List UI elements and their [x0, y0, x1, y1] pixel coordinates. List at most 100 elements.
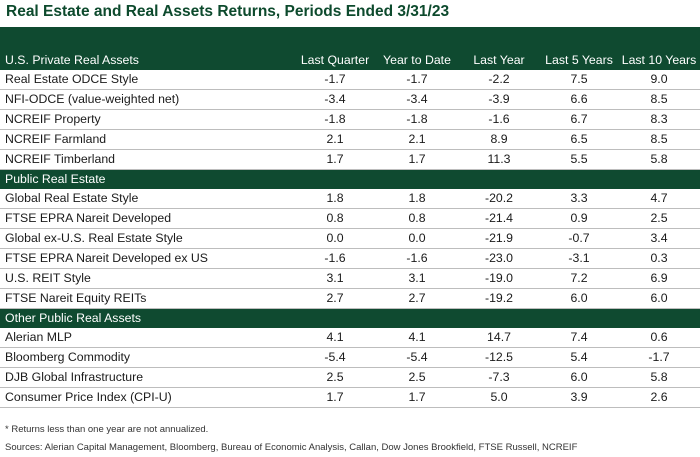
value-cell: 3.9 — [540, 387, 618, 408]
value-cell: -19.2 — [458, 288, 540, 309]
table-row: U.S. REIT Style 3.1 3.1 -19.0 7.2 6.9 — [0, 268, 700, 289]
value-cell: 1.8 — [376, 189, 458, 209]
header-band — [0, 27, 700, 51]
value-cell: 2.7 — [294, 288, 376, 309]
value-cell: -21.4 — [458, 208, 540, 229]
value-cell: -23.0 — [458, 248, 540, 269]
value-cell: -7.3 — [458, 367, 540, 388]
table-row: FTSE Nareit Equity REITs 2.7 2.7 -19.2 6.0 6.… — [0, 288, 700, 309]
returns-table: U.S. Private Real Assets Last Quarter Year… — [0, 51, 700, 408]
section-title: Other Public Real Assets — [0, 308, 294, 328]
value-cell: 7.2 — [540, 268, 618, 289]
value-cell: 0.0 — [294, 228, 376, 249]
row-label: Alerian MLP — [0, 328, 294, 348]
value-cell: 3.1 — [294, 268, 376, 289]
value-cell: 5.0 — [458, 387, 540, 408]
row-label: DJB Global Infrastructure — [0, 367, 294, 388]
value-cell: 6.9 — [618, 268, 700, 289]
value-cell: 2.5 — [618, 208, 700, 229]
value-cell: 6.5 — [540, 129, 618, 150]
value-cell: 1.7 — [294, 149, 376, 170]
value-cell: 0.8 — [376, 208, 458, 229]
value-cell: 0.0 — [376, 228, 458, 249]
row-label: U.S. REIT Style — [0, 268, 294, 289]
table-row: Bloomberg Commodity -5.4 -5.4 -12.5 5.4 -1.7 — [0, 347, 700, 368]
value-cell: 5.8 — [618, 149, 700, 170]
value-cell: 2.7 — [376, 288, 458, 309]
section-header-spacer — [540, 308, 618, 328]
value-cell: -1.6 — [294, 248, 376, 269]
value-cell: -1.8 — [294, 109, 376, 130]
value-cell: -12.5 — [458, 347, 540, 368]
table-row: Real Estate ODCE Style -1.7 -1.7 -2.2 7.5 9.0 — [0, 70, 700, 90]
value-cell: 8.5 — [618, 129, 700, 150]
section-header-spacer — [618, 308, 700, 328]
section-header-spacer — [618, 169, 700, 189]
table-row: DJB Global Infrastructure 2.5 2.5 -7.3 6.0 5.… — [0, 367, 700, 388]
row-label: NFI-ODCE (value-weighted net) — [0, 89, 294, 110]
value-cell: -3.4 — [294, 89, 376, 110]
row-label: Global Real Estate Style — [0, 189, 294, 209]
value-cell: 7.5 — [540, 70, 618, 90]
value-cell: 3.1 — [376, 268, 458, 289]
sources-note: Sources: Alerian Capital Management, Blo… — [5, 442, 578, 453]
section-title: Public Real Estate — [0, 169, 294, 189]
section-header: Other Public Real Assets — [0, 308, 700, 328]
table-row: FTSE EPRA Nareit Developed ex US -1.6 -1.6… — [0, 248, 700, 269]
table-row: FTSE EPRA Nareit Developed 0.8 0.8 -21.4 0.9… — [0, 208, 700, 229]
value-cell: 4.7 — [618, 189, 700, 209]
value-cell: 0.6 — [618, 328, 700, 348]
row-label: FTSE Nareit Equity REITs — [0, 288, 294, 309]
value-cell: 2.1 — [294, 129, 376, 150]
value-cell: -0.7 — [540, 228, 618, 249]
row-label: Real Estate ODCE Style — [0, 70, 294, 90]
value-cell: 3.3 — [540, 189, 618, 209]
value-cell: 9.0 — [618, 70, 700, 90]
value-cell: 1.8 — [294, 189, 376, 209]
row-label: NCREIF Farmland — [0, 129, 294, 150]
value-cell: 8.5 — [618, 89, 700, 110]
value-cell: 2.6 — [618, 387, 700, 408]
value-cell: 7.4 — [540, 328, 618, 348]
value-cell: -3.4 — [376, 89, 458, 110]
value-cell: -3.1 — [540, 248, 618, 269]
value-cell: 14.7 — [458, 328, 540, 348]
table-row: Global ex-U.S. Real Estate Style 0.0 0.0 -2… — [0, 228, 700, 249]
row-label: Consumer Price Index (CPI-U) — [0, 387, 294, 408]
value-cell: 6.6 — [540, 89, 618, 110]
table-row: Consumer Price Index (CPI-U) 1.7 1.7 5.0 3.9… — [0, 387, 700, 408]
table-row: Alerian MLP 4.1 4.1 14.7 7.4 0.6 — [0, 328, 700, 348]
section-header: Public Real Estate — [0, 169, 700, 189]
value-cell: 8.3 — [618, 109, 700, 130]
value-cell: 1.7 — [294, 387, 376, 408]
table-row: NFI-ODCE (value-weighted net) -3.4 -3.4 -3.… — [0, 89, 700, 110]
section-header: U.S. Private Real Assets Last Quarter Year… — [0, 51, 700, 70]
section-header-spacer — [458, 308, 540, 328]
value-cell: -19.0 — [458, 268, 540, 289]
column-header: Year to Date — [376, 51, 458, 70]
value-cell: -5.4 — [376, 347, 458, 368]
value-cell: -2.2 — [458, 70, 540, 90]
value-cell: -1.7 — [618, 347, 700, 368]
value-cell: 4.1 — [376, 328, 458, 348]
value-cell: 5.4 — [540, 347, 618, 368]
section-title: U.S. Private Real Assets — [0, 51, 294, 70]
row-label: NCREIF Property — [0, 109, 294, 130]
value-cell: -1.7 — [376, 70, 458, 90]
value-cell: -1.7 — [294, 70, 376, 90]
row-label: NCREIF Timberland — [0, 149, 294, 170]
value-cell: 1.7 — [376, 149, 458, 170]
value-cell: -5.4 — [294, 347, 376, 368]
row-label: Bloomberg Commodity — [0, 347, 294, 368]
value-cell: -1.8 — [376, 109, 458, 130]
value-cell: -3.9 — [458, 89, 540, 110]
value-cell: 2.5 — [294, 367, 376, 388]
footnote: * Returns less than one year are not ann… — [5, 424, 209, 435]
value-cell: 3.4 — [618, 228, 700, 249]
column-header: Last Year — [458, 51, 540, 70]
value-cell: 6.0 — [540, 367, 618, 388]
section-header-spacer — [540, 169, 618, 189]
value-cell: 6.0 — [618, 288, 700, 309]
value-cell: 5.8 — [618, 367, 700, 388]
